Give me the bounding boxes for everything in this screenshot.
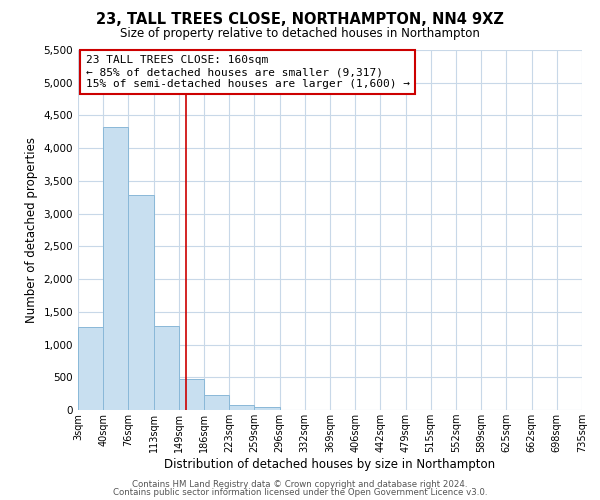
Bar [128,194,154,410]
Text: Contains public sector information licensed under the Open Government Licence v3: Contains public sector information licen… [113,488,487,497]
Bar [254,408,280,410]
Bar [103,126,128,410]
X-axis label: Distribution of detached houses by size in Northampton: Distribution of detached houses by size … [164,458,496,471]
Text: 23, TALL TREES CLOSE, NORTHAMPTON, NN4 9XZ: 23, TALL TREES CLOSE, NORTHAMPTON, NN4 9… [96,12,504,28]
Bar [179,378,204,410]
Text: 23 TALL TREES CLOSE: 160sqm
← 85% of detached houses are smaller (9,317)
15% of : 23 TALL TREES CLOSE: 160sqm ← 85% of det… [86,56,410,88]
Text: Contains HM Land Registry data © Crown copyright and database right 2024.: Contains HM Land Registry data © Crown c… [132,480,468,489]
Bar [78,327,103,410]
Bar [229,405,254,410]
Bar [154,326,179,410]
Bar [204,395,229,410]
Text: Size of property relative to detached houses in Northampton: Size of property relative to detached ho… [120,28,480,40]
Y-axis label: Number of detached properties: Number of detached properties [25,137,38,323]
